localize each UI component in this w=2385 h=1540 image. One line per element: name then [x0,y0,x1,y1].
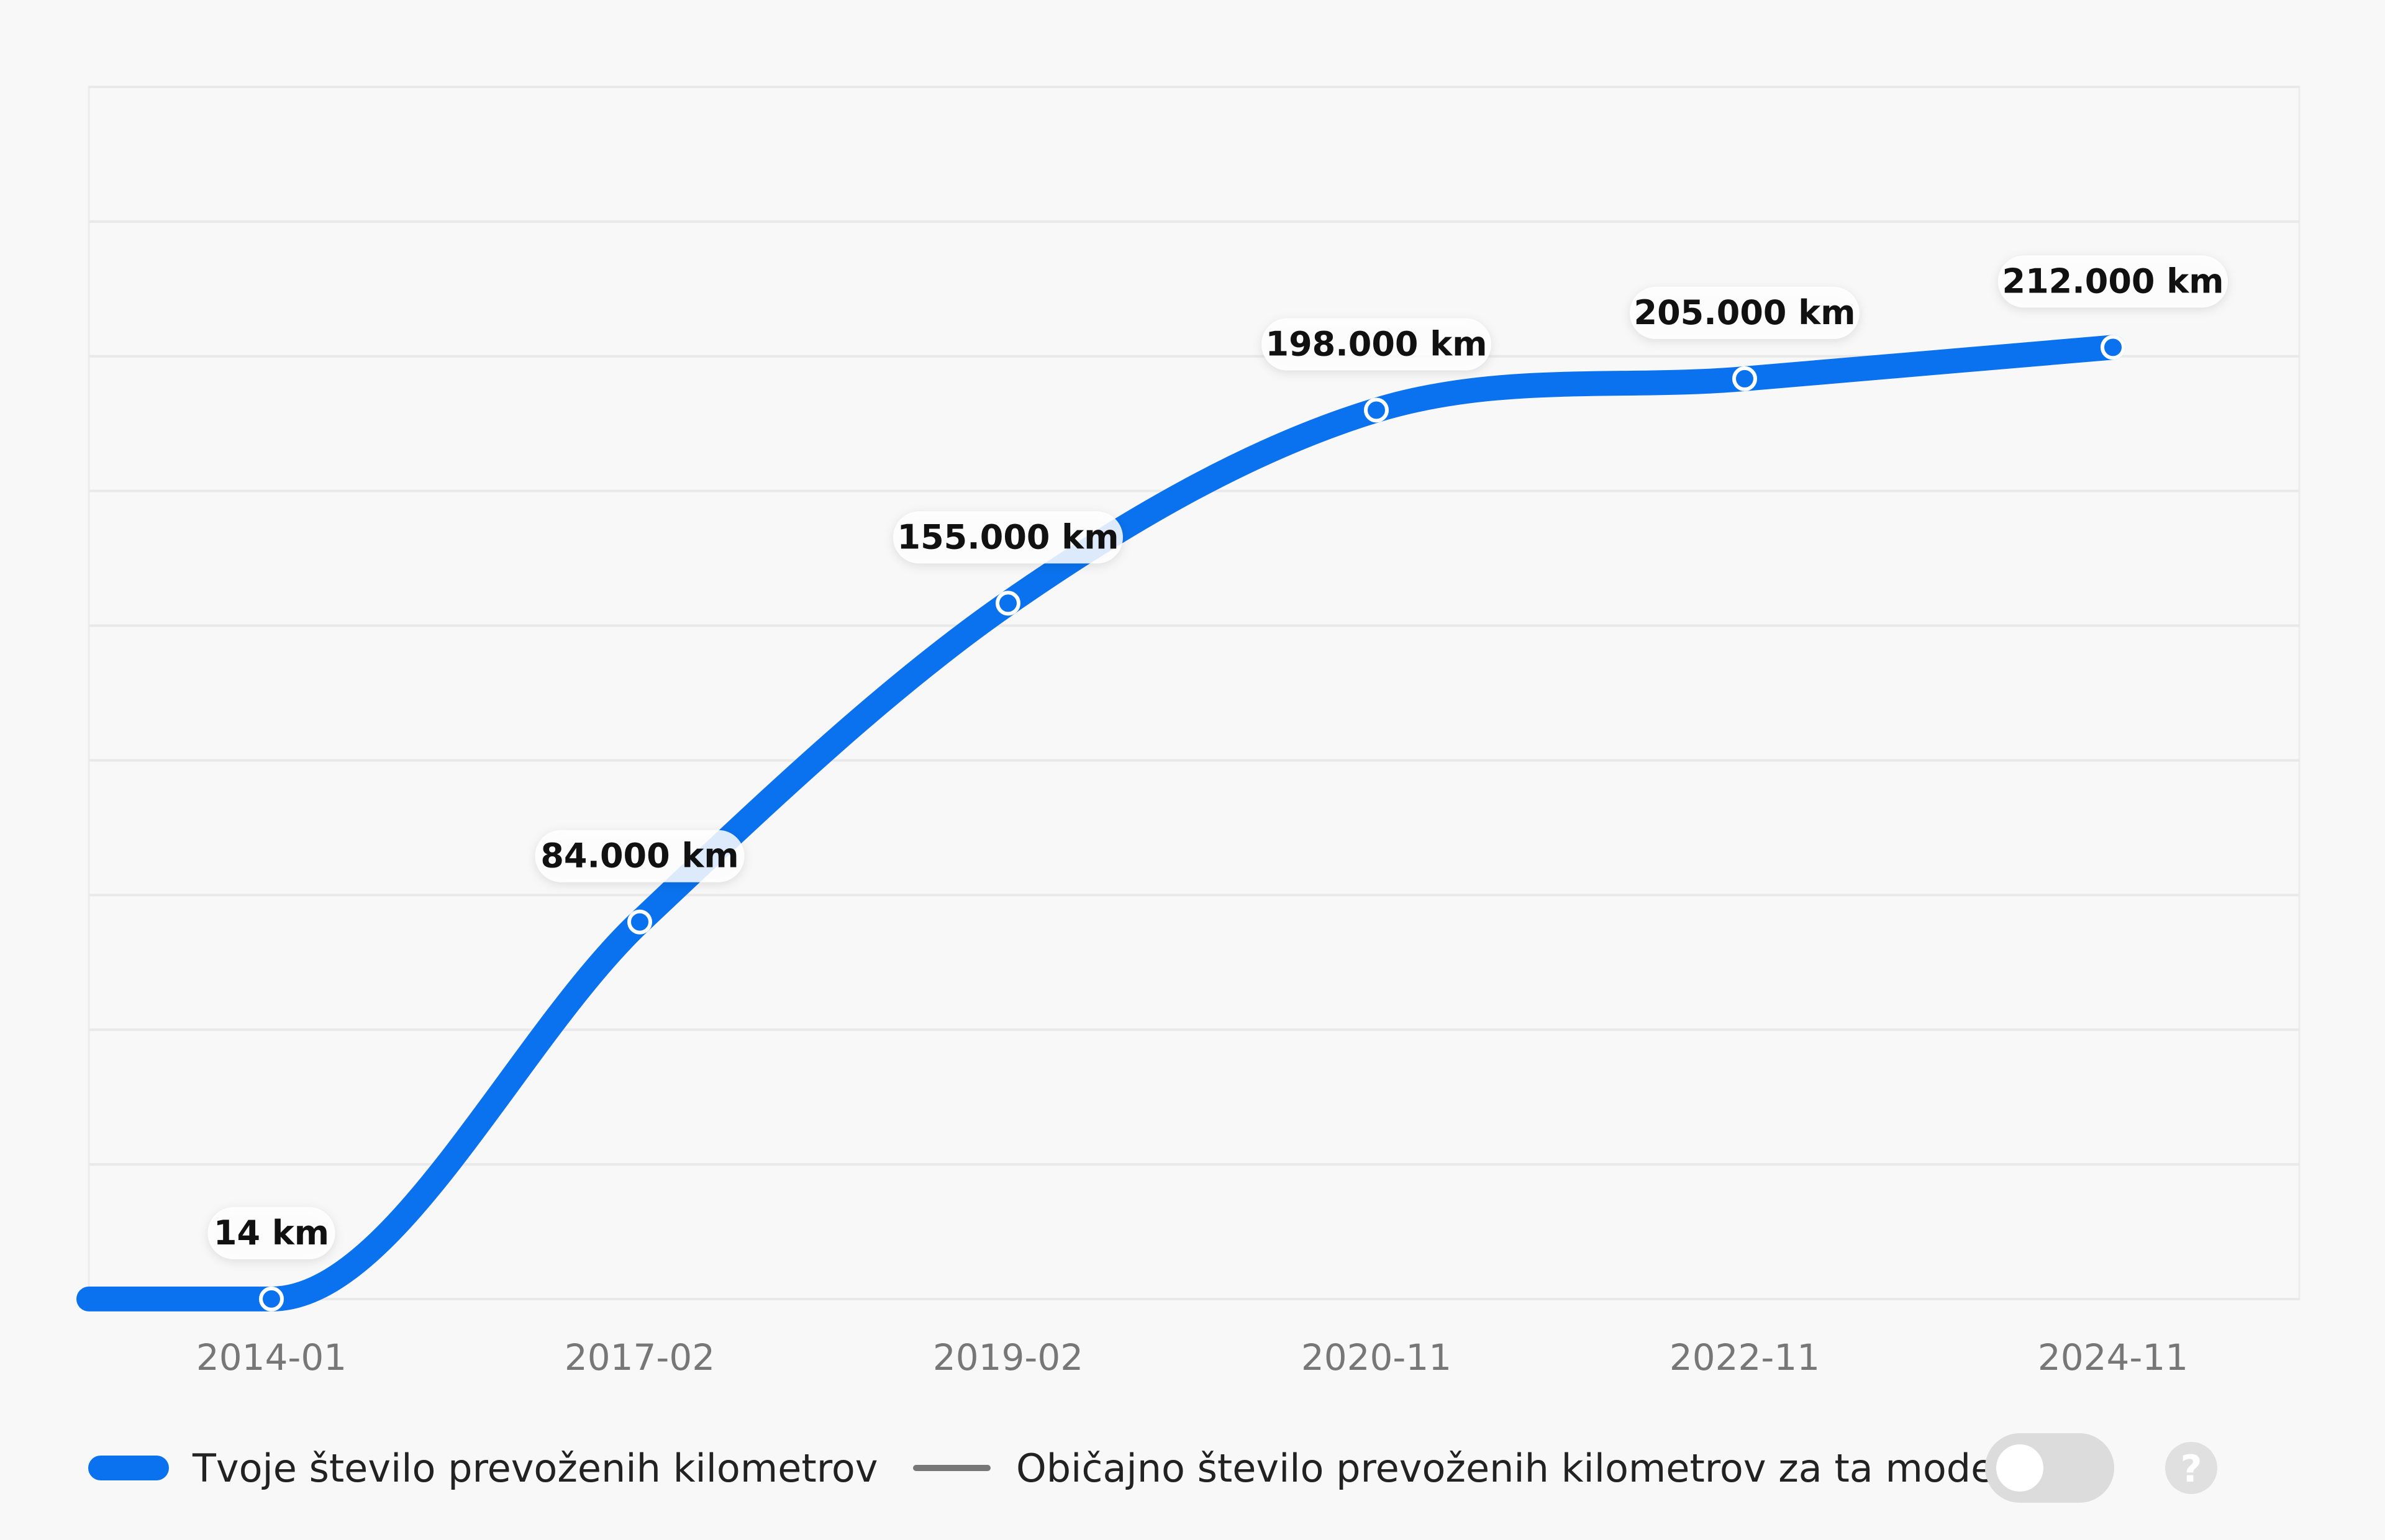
data-point[interactable] [1364,397,1389,423]
plot-area [88,86,2301,1300]
data-label-text: 14 km [214,1213,329,1252]
data-label: 212.000 km [1998,255,2228,308]
data-label: 205.000 km [1630,286,1860,339]
data-label-text: 84.000 km [540,836,738,876]
data-point[interactable] [2101,335,2125,360]
data-label: 84.000 km [535,830,745,882]
data-label-text: 198.000 km [1266,325,1488,364]
data-point[interactable] [1732,366,1757,391]
data-label-bg [893,511,1123,564]
x-tick-label: 2014-01 [196,1336,347,1379]
help-icon-circle[interactable] [2165,1442,2217,1494]
x-tick-label: 2024-11 [2038,1336,2188,1379]
data-label-bg [207,1207,335,1259]
data-point[interactable] [996,591,1020,616]
data-label-text: 212.000 km [2002,261,2224,301]
data-label-layer: 14 km 84.000 km 155.000 km 198.000 km 205.00… [207,255,2228,1259]
help-icon-glyph: ? [2181,1447,2202,1491]
legend-label-typical: Običajno število prevoženih kilometrov z… [1016,1446,2006,1491]
data-label: 198.000 km [1261,318,1491,371]
x-tick-label: 2020-11 [1301,1336,1451,1379]
data-label-text: 155.000 km [897,517,1119,556]
data-label-bg [1630,286,1860,339]
data-label-text: 205.000 km [1634,293,1856,332]
legend: Tvoje število prevoženih kilometrov Običa… [88,1433,2217,1503]
typical-mileage-toggle[interactable] [1985,1433,2114,1503]
x-tick-label: 2017-02 [565,1336,715,1379]
data-label-bg [1998,255,2228,308]
data-label: 155.000 km [893,511,1123,564]
x-tick-label: 2022-11 [1670,1336,1820,1379]
plot-background [88,86,2301,1300]
data-point[interactable] [259,1286,284,1311]
legend-label-own: Tvoje število prevoženih kilometrov [192,1446,878,1491]
data-point[interactable] [627,909,652,935]
data-label-bg [535,830,745,882]
data-label: 14 km [207,1207,335,1259]
question-icon[interactable]: ? [2165,1442,2217,1494]
x-tick-label: 2019-02 [933,1336,1083,1379]
toggle-knob[interactable] [1996,1444,2043,1492]
x-axis: 2014-01 2017-02 2019-02 2020-11 2022-11 2024-… [196,1336,2188,1379]
data-label-bg [1261,318,1491,371]
